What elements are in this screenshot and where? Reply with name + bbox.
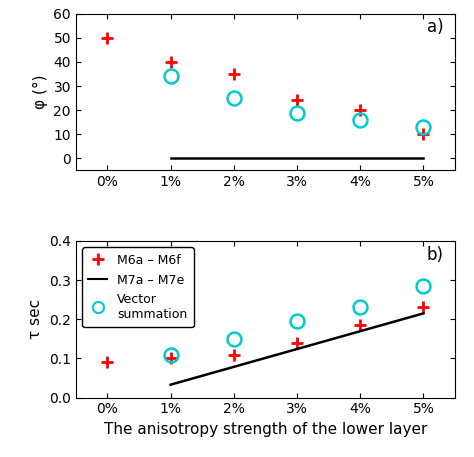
Legend: M6a – M6f, M7a – M7e, Vector
summation: M6a – M6f, M7a – M7e, Vector summation (82, 247, 193, 327)
Y-axis label: τ sec: τ sec (28, 299, 44, 339)
Y-axis label: φ (°): φ (°) (33, 75, 48, 109)
X-axis label: The anisotropy strength of the lower layer: The anisotropy strength of the lower lay… (104, 422, 427, 437)
Text: b): b) (427, 245, 444, 264)
Text: a): a) (427, 18, 444, 37)
